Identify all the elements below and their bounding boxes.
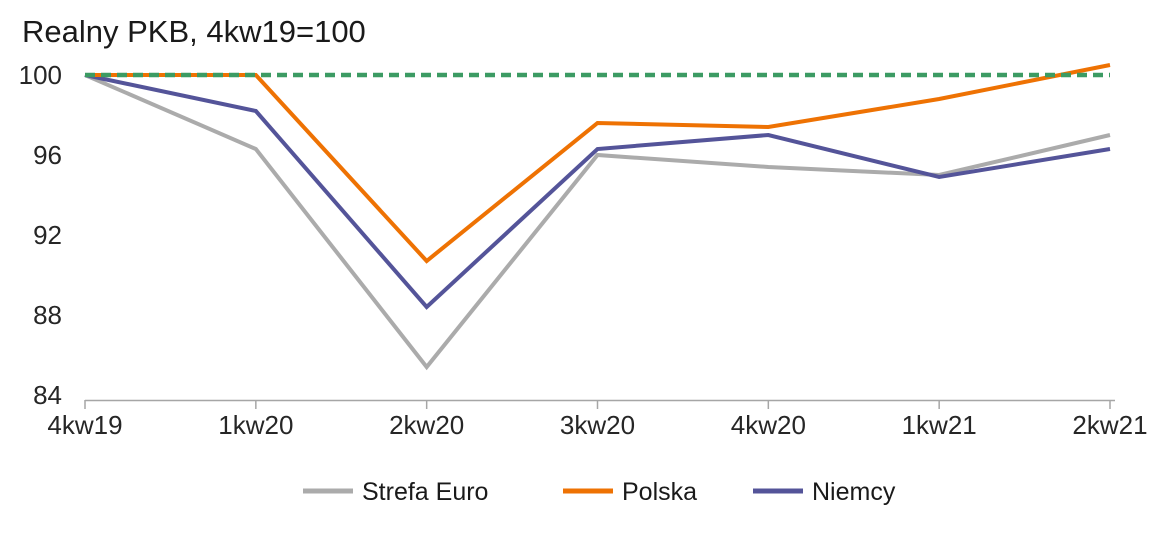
chart-title: Realny PKB, 4kw19=100 (22, 14, 366, 49)
x-axis-tick-label: 4kw19 (47, 410, 122, 440)
legend-item-strefa-euro: Strefa Euro (303, 478, 488, 506)
chart-legend: Strefa Euro Polska Niemcy (303, 478, 896, 506)
x-axis-tick-label: 2kw20 (389, 410, 464, 440)
y-axis-tick-label: 96 (33, 140, 62, 170)
y-axis-tick-label: 92 (33, 220, 62, 250)
legend-label-polska: Polska (622, 478, 697, 506)
series-line-strefa-euro (84, 73, 1111, 371)
series-line-polska (85, 63, 1111, 264)
y-axis-tick-label: 84 (33, 380, 62, 410)
x-axis-tick-label: 1kw21 (902, 410, 977, 440)
x-axis-tick-label: 3kw20 (560, 410, 635, 440)
x-axis-tick-label: 2kw21 (1072, 410, 1147, 440)
y-axis-tick-label: 88 (33, 300, 62, 330)
legend-item-polska: Polska (563, 478, 697, 506)
series-layer (84, 63, 1111, 371)
legend-label-niemcy: Niemcy (812, 478, 896, 506)
x-axis-tick-label: 4kw20 (731, 410, 806, 440)
axes-layer: 4kw19 1kw20 2kw20 3kw20 4kw20 1kw21 2kw21 100 96… (19, 60, 1148, 440)
x-axis-tick-label: 1kw20 (218, 410, 293, 440)
legend-label-strefa-euro: Strefa Euro (362, 478, 488, 506)
legend-item-niemcy: Niemcy (753, 478, 896, 506)
y-axis-tick-label: 100 (19, 60, 62, 90)
series-line-niemcy (84, 73, 1111, 310)
